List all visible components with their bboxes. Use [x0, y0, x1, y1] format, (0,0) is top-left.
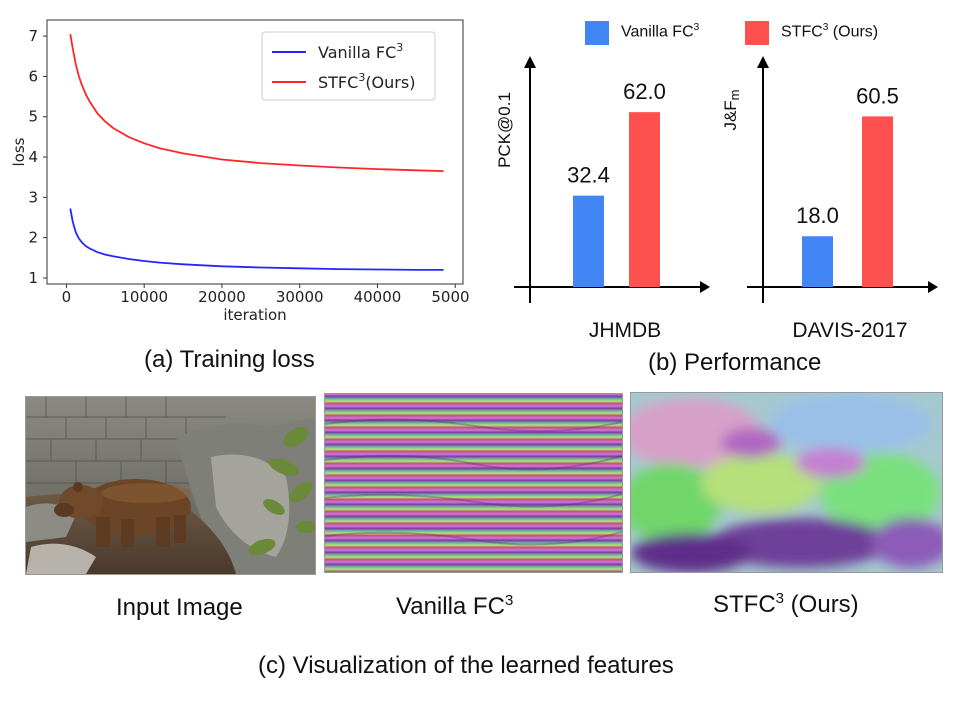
- bar-charts: 32.4 62.0 JHMDB PCK@0.1 18.0 60.5 DAVIS-2017 J&…: [490, 40, 960, 340]
- jhmdb-bar-0: [573, 195, 604, 287]
- loss-line-series-1: [69, 33, 444, 172]
- legend-swatch-stfc: [745, 21, 769, 45]
- x-tick-label: 0: [62, 288, 72, 306]
- caption-visualization: (c) Visualization of the learned feature…: [258, 652, 674, 679]
- jhmdb-bar-1: [629, 112, 660, 287]
- davis-bar-label-0: 18.0: [796, 203, 839, 228]
- y-tick-label: 3: [28, 188, 38, 206]
- caption-performance: (b) Performance: [648, 349, 822, 376]
- jhmdb-bar-label-1: 62.0: [623, 79, 666, 104]
- y-tick-label: 2: [28, 229, 38, 247]
- y-axis-label: loss: [10, 137, 28, 166]
- bear-shape: [54, 479, 191, 547]
- bar-legend: Vanilla FC3 STFC3 (Ours): [585, 18, 945, 48]
- loss-chart-svg: 0 10000 20000 30000 40000 50000 1 2 3 4 5 6 7 iterati…: [10, 19, 470, 324]
- vanilla-stripes-illustration: [325, 394, 622, 572]
- y-tick-label: 6: [28, 67, 38, 85]
- y-tick-label: 7: [28, 27, 38, 45]
- x-tick-label: 20000: [198, 288, 246, 306]
- stfc-feature-map: [630, 392, 943, 573]
- davis-x-arrow: [928, 281, 938, 293]
- jhmdb-x-arrow: [700, 281, 710, 293]
- loss-legend-label-1: STFC3(Ours): [318, 71, 415, 92]
- y-tick-label: 4: [28, 148, 38, 166]
- caption-vanilla: Vanilla FC3: [396, 592, 514, 620]
- input-image: [25, 396, 316, 575]
- foliage: [248, 427, 315, 556]
- loss-chart: 0 10000 20000 30000 40000 50000 1 2 3 4 5 6 7 iterati…: [0, 0, 470, 340]
- jhmdb-y-label: PCK@0.1: [495, 92, 514, 168]
- caption-training-loss: (a) Training loss: [144, 346, 315, 373]
- legend-label-vanilla: Vanilla FC3: [621, 22, 700, 41]
- jhmdb-x-label: JHMDB: [589, 319, 661, 340]
- legend-swatch-vanilla: [585, 21, 609, 45]
- vanilla-feature-map: [324, 393, 623, 573]
- davis-bar-label-1: 60.5: [856, 83, 899, 108]
- loss-legend-label-0: Vanilla FC3: [318, 41, 403, 62]
- legend-label-stfc: STFC3 (Ours): [781, 22, 879, 41]
- x-tick-label: 50000: [431, 288, 470, 306]
- davis-y-label: J&Fm: [721, 89, 742, 130]
- loss-line-series-0: [69, 208, 444, 271]
- bear-scene-illustration: [26, 397, 315, 574]
- caption-stfc: STFC3 (Ours): [713, 590, 859, 618]
- davis-bar-0: [802, 236, 833, 287]
- davis-bar-1: [862, 116, 893, 287]
- stfc-blotch-illustration: [631, 393, 942, 572]
- bar-charts-svg: 32.4 62.0 JHMDB PCK@0.1 18.0 60.5 DAVIS-2017 J&…: [495, 56, 938, 340]
- x-axis-label: iteration: [223, 306, 286, 324]
- davis-x-label: DAVIS-2017: [792, 319, 907, 340]
- x-tick-label: 10000: [120, 288, 168, 306]
- jhmdb-bar-label-0: 32.4: [567, 163, 610, 188]
- davis-y-arrow: [757, 56, 769, 68]
- x-tick-label: 30000: [276, 288, 324, 306]
- y-tick-label: 1: [28, 269, 38, 287]
- jhmdb-y-arrow: [524, 56, 536, 68]
- caption-input-image: Input Image: [116, 594, 243, 621]
- y-tick-label: 5: [28, 108, 38, 126]
- x-tick-label: 40000: [354, 288, 402, 306]
